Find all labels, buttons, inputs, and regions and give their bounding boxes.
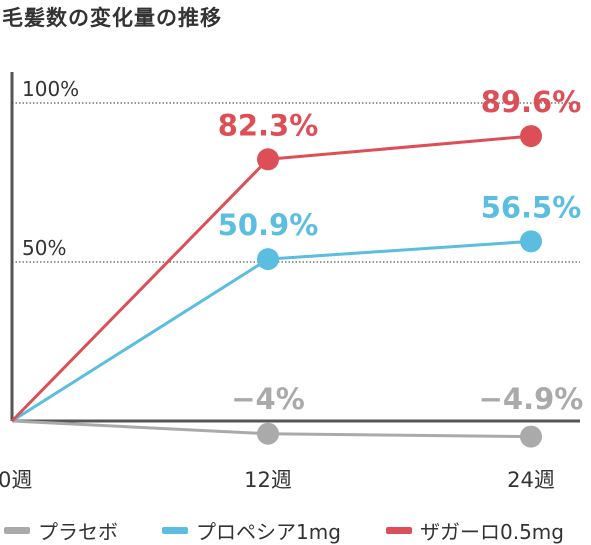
data-label-1-2: 56.5% <box>481 190 582 224</box>
data-label-2-1: 82.3% <box>218 108 319 142</box>
legend-swatch-propecia <box>162 527 188 534</box>
data-point-1-1 <box>257 248 279 270</box>
x-tick-label-2: 24週 <box>507 468 555 492</box>
legend-item-propecia: プロペシア1mg <box>162 516 341 544</box>
x-tick-label-0: 0週 <box>0 468 32 492</box>
data-label-0-2: −4.9% <box>479 382 584 416</box>
legend-item-placebo: プラセボ <box>4 516 118 544</box>
legend-item-zagallo: ザガーロ0.5mg <box>386 516 564 544</box>
ref-label-50: 50% <box>22 236 66 260</box>
legend-label-zagallo: ザガーロ0.5mg <box>420 516 564 545</box>
data-label-2-2: 89.6% <box>481 85 582 119</box>
legend: プラセボ プロペシア1mg ザガーロ0.5mg <box>0 516 591 544</box>
legend-label-placebo: プラセボ <box>38 516 118 545</box>
x-tick-label-1: 12週 <box>244 468 292 492</box>
data-point-0-2 <box>520 426 542 448</box>
data-point-2-1 <box>257 148 279 170</box>
ref-label-100: 100% <box>22 77 79 101</box>
legend-swatch-placebo <box>4 527 30 534</box>
data-point-2-2 <box>520 125 542 147</box>
legend-label-propecia: プロペシア1mg <box>196 516 341 545</box>
line-chart: 100% 50% −4% −4.9% 50.9% 56.5% 82.3% 89.6% 0週 12週… <box>0 0 591 516</box>
data-point-0-1 <box>257 423 279 445</box>
legend-swatch-zagallo <box>386 527 412 534</box>
series-line-2 <box>12 136 531 421</box>
data-label-1-1: 50.9% <box>218 208 319 242</box>
data-point-1-2 <box>520 230 542 252</box>
data-label-0-1: −4% <box>231 382 305 416</box>
